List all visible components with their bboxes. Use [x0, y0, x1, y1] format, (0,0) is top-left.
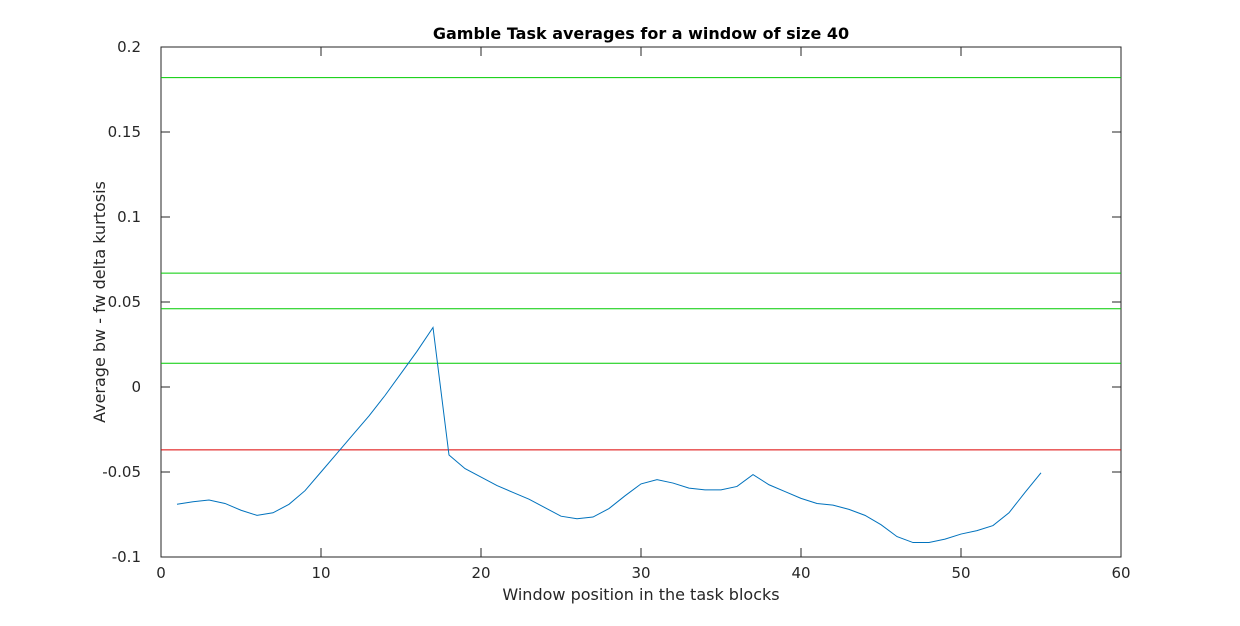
series-line-0 [176, 326, 1042, 544]
x-axis-label: Window position in the task blocks [502, 585, 779, 604]
x-tick-label: 40 [791, 564, 810, 582]
plot-area [160, 46, 1122, 558]
x-tick-label: 0 [156, 564, 166, 582]
series-layer [176, 326, 1042, 544]
axis-ticks: 0 10 20 30 40 50 60 -0.1 -0.05 0 0.05 0.1 0.15 0.2 [102, 38, 1130, 582]
y-tick-label: 0.2 [117, 38, 141, 56]
x-tick-label: 20 [471, 564, 490, 582]
y-tick-label: 0.05 [108, 293, 141, 311]
chart-title: Gamble Task averages for a window of siz… [433, 24, 849, 43]
x-tick-label: 30 [631, 564, 650, 582]
x-tick-label: 60 [1111, 564, 1130, 582]
y-tick-label: 0.1 [117, 208, 141, 226]
y-tick-label: 0 [131, 378, 141, 396]
reference-lines [161, 77, 1121, 451]
y-axis-label: Average bw - fw delta kurtosis [90, 181, 109, 423]
y-tick-label: -0.05 [102, 463, 141, 481]
x-tick-label: 50 [951, 564, 970, 582]
x-tick-label: 10 [311, 564, 330, 582]
y-tick-label: -0.1 [112, 548, 141, 566]
y-tick-label: 0.15 [108, 123, 141, 141]
